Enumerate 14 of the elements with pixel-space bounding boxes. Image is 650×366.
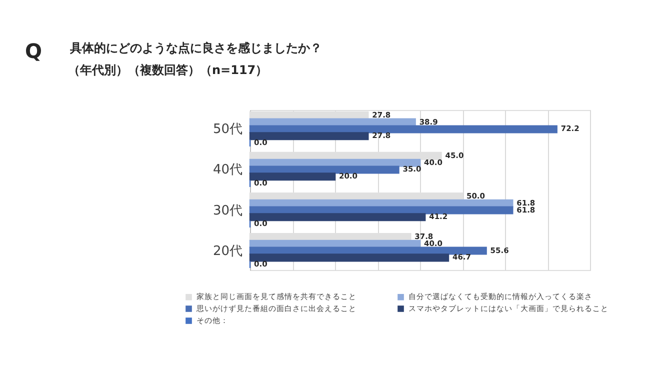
bar <box>249 132 369 140</box>
bar <box>249 213 426 222</box>
y-tick-label: 40代 <box>212 162 242 178</box>
bar <box>249 206 514 214</box>
y-tick-label: 30代 <box>212 203 242 218</box>
chart-title: 具体的にどのような点に良さを感じましたか？ <box>69 41 322 55</box>
chart-subtitle: （年代別）（複数回答）（n=117） <box>68 63 268 77</box>
bar <box>249 166 400 174</box>
y-tick-label: 20代 <box>212 244 242 259</box>
y-tick-label: 50代 <box>212 122 242 138</box>
bar <box>249 172 336 181</box>
text: Q <box>25 39 42 63</box>
bar <box>249 125 558 134</box>
bar <box>249 254 450 262</box>
